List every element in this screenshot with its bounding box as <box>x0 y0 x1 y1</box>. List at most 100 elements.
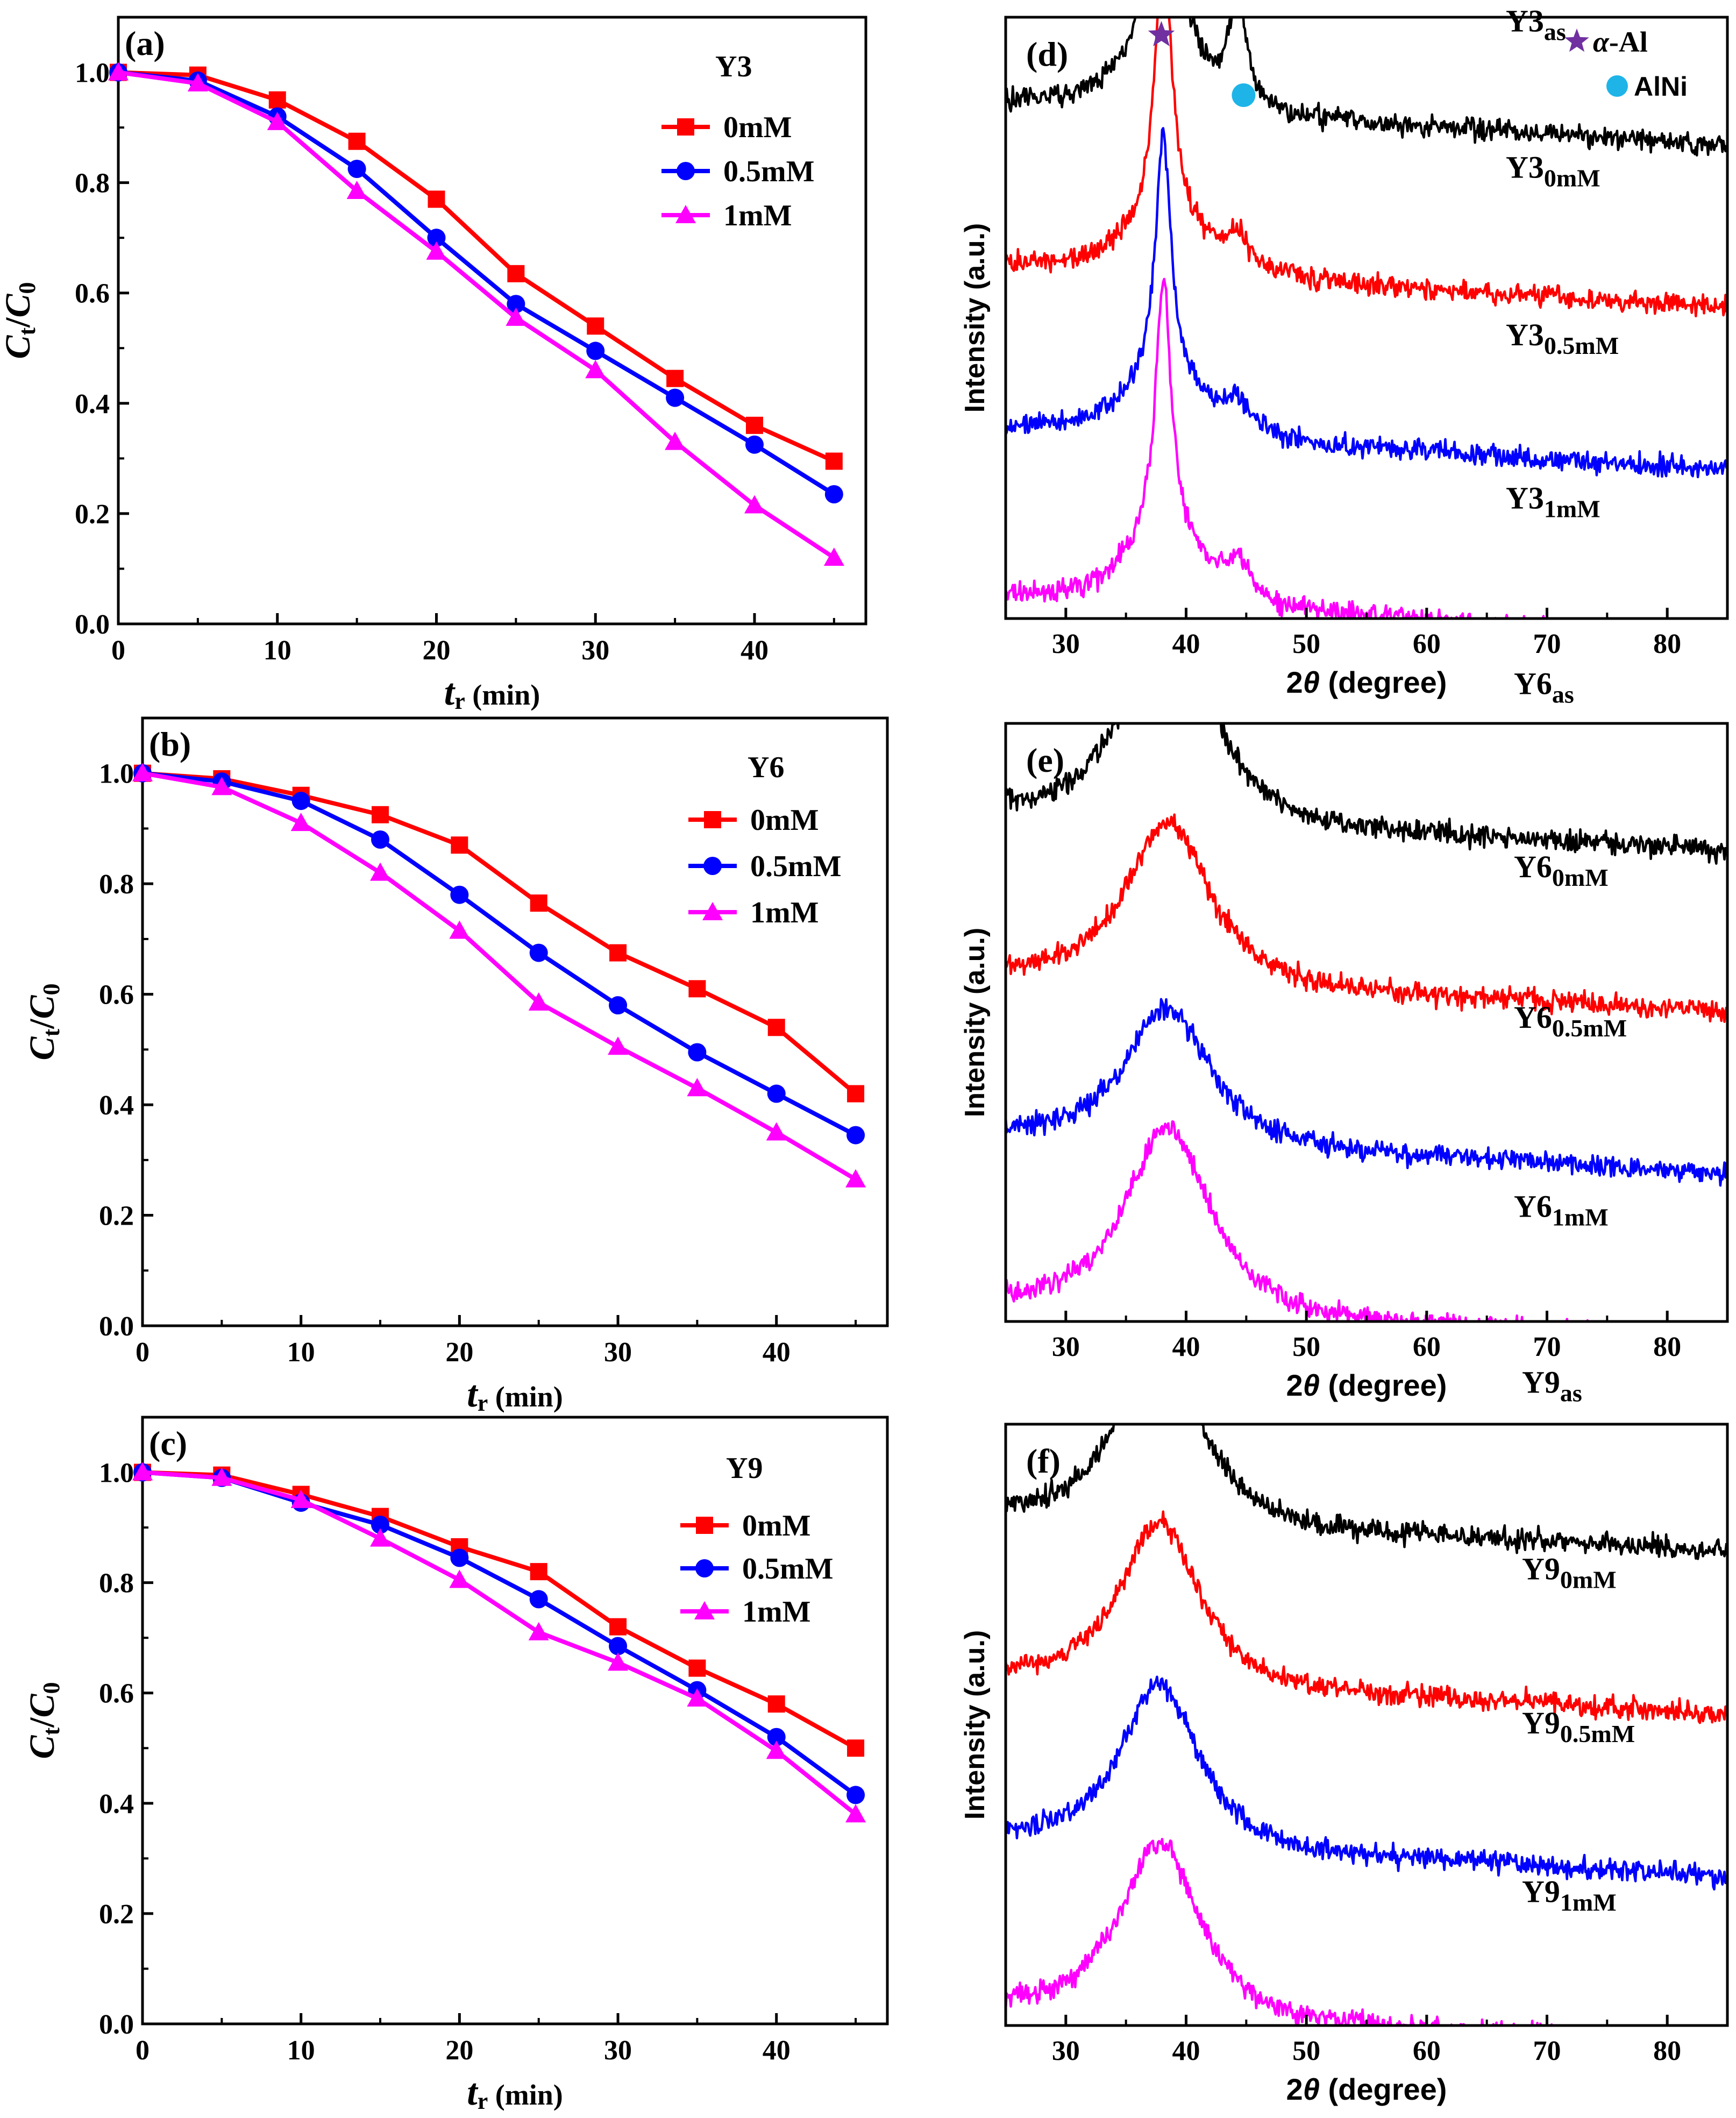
panel-c-group-label: Y9 <box>726 1452 763 1485</box>
panel-f-xtick-label: 70 <box>1533 2036 1561 2066</box>
panel-e-xlabel: 2θ (degree) <box>1286 1368 1447 1402</box>
panel-b-ytick-label: 0.0 <box>99 1311 134 1342</box>
panel-a-xtick-label: 30 <box>581 635 609 666</box>
panel-e-trace-0.5mM <box>1006 998 1727 1187</box>
panel-a-ytick-label: 0.8 <box>75 168 110 199</box>
panel-a-series-1mM <box>108 62 844 566</box>
panel-c-point-1mM <box>608 1652 629 1671</box>
panel-b-xtick-label: 40 <box>763 1337 791 1368</box>
panel-a-legend-marker-0.5mM <box>677 162 695 180</box>
panel-c-legend-label-1mM: 1mM <box>742 1595 811 1629</box>
panel-b-xtick-label: 10 <box>287 1337 315 1368</box>
panel-a-point-0.5mM <box>427 229 446 247</box>
panel-a-point-0.5mM <box>666 388 685 407</box>
panel-b-ytick-label: 0.8 <box>99 869 134 900</box>
panel-c-point-1mM <box>766 1740 787 1759</box>
panel-b-point-0.5mM <box>688 1043 707 1062</box>
panel-c-xtick-label: 20 <box>445 2035 473 2066</box>
panel-e-panel-label: (e) <box>1026 741 1064 779</box>
panel-c-xtick-label: 10 <box>287 2035 315 2066</box>
panel-b-legend-label-1mM: 1mM <box>750 896 819 929</box>
panel-b-legend-label-0mM: 0mM <box>750 804 819 837</box>
panel-a-point-0.5mM <box>507 295 525 314</box>
panel-d-trace-0.5mM <box>1006 127 1727 479</box>
panel-e-sample-label-1mM: Y61mM <box>1514 1189 1609 1231</box>
panel-f-sample-label-0.5mM: Y90.5mM <box>1522 1705 1635 1747</box>
panel-c-ytick-label: 0.8 <box>99 1568 134 1599</box>
panel-b-point-0mM <box>451 836 468 854</box>
panel-a-legend-label-0.5mM: 0.5mM <box>723 155 815 188</box>
panel-a-ytick-label: 0.0 <box>75 609 110 640</box>
panel-c-ytick-label: 0.2 <box>99 1899 134 1930</box>
panel-a-ytick-label: 0.4 <box>75 389 110 420</box>
panel-c-point-1mM <box>370 1528 391 1547</box>
panel-b-xlabel: tr (min) <box>467 1374 563 1416</box>
panel-c-series-1mM <box>132 1462 866 1823</box>
panel-b-ytick-label: 0.2 <box>99 1201 134 1232</box>
panel-c-point-0mM <box>530 1563 547 1581</box>
panel-a-line-1mM <box>118 70 836 560</box>
panel-a-point-1mM <box>585 360 606 379</box>
panel-b-point-0mM <box>847 1085 865 1103</box>
panel-f: Y9as Y90mM Y90.5mM Y91mM 30 40 50 60 70 80 2θ (deg… <box>959 1365 1729 2106</box>
panel-d-legend-alni-label: AlNi <box>1634 72 1688 102</box>
panel-b-point-0.5mM <box>291 792 310 811</box>
panel-f-xtick-label: 60 <box>1413 2036 1441 2066</box>
panel-a-point-1mM <box>665 431 686 450</box>
panel-a-point-0.5mM <box>745 435 764 454</box>
panel-c-line-1mM <box>142 1470 857 1816</box>
panel-b-series-1mM <box>132 763 866 1188</box>
panel-c-point-1mM <box>449 1569 470 1588</box>
panel-c-legend-label-0.5mM: 0.5mM <box>742 1552 834 1586</box>
panel-c-point-1mM <box>845 1804 866 1823</box>
panel-c-point-1mM <box>211 1467 232 1486</box>
panel-d-legend-alpha-al-label: α-Al <box>1593 26 1648 58</box>
panel-d-xtick-label: 80 <box>1653 629 1681 659</box>
panel-c-point-1mM <box>290 1489 311 1508</box>
panel-a-point-1mM <box>346 181 367 200</box>
panel-a-xlabel: tr (min) <box>444 672 540 714</box>
legend-alpha-al-icon <box>1564 29 1589 52</box>
panel-c-point-0.5mM <box>767 1728 786 1746</box>
panel-d-frame <box>1004 16 1729 620</box>
panel-f-sample-label-as: Y9as <box>1522 1365 1582 1407</box>
panel-b-legend-marker-0mM <box>704 811 721 828</box>
panel-e: Y6as Y60mM Y60.5mM Y61mM 30 40 50 60 70 80 2θ (deg… <box>959 666 1729 1402</box>
panel-b-point-0.5mM <box>371 830 390 849</box>
panel-d-sample-label-0mM: Y30mM <box>1506 150 1600 191</box>
panel-c-point-0mM <box>767 1695 785 1713</box>
panel-b-line-0.5mM <box>142 771 857 1138</box>
panel-d-trace-as <box>1006 17 1727 157</box>
panel-b-ytick-label: 1.0 <box>99 759 134 790</box>
panel-a-panel-label: (a) <box>125 24 165 62</box>
panel-f-xlabel: 2θ (degree) <box>1286 2072 1447 2106</box>
panel-a-legend-label-1mM: 1mM <box>723 199 792 232</box>
panel-b-legend-marker-1mM <box>702 902 723 920</box>
panel-f-trace-1mM <box>1006 1838 1586 2025</box>
panel-b-point-0.5mM <box>609 996 628 1015</box>
panel-c-legend-label-0mM: 0mM <box>742 1509 811 1543</box>
panel-a-point-0mM <box>268 91 286 109</box>
panel-c-xlabel: tr (min) <box>467 2072 563 2114</box>
panel-b-point-0mM <box>530 894 547 912</box>
panel-f-xtick-label: 50 <box>1292 2036 1320 2066</box>
panel-a-ytick-label: 0.6 <box>75 279 110 309</box>
panel-f-xtick-label: 80 <box>1653 2036 1681 2066</box>
panel-f-ylabel: Intensity (a.u.) <box>959 1630 991 1820</box>
panel-b-point-1mM <box>766 1122 787 1141</box>
panel-e-xtick-label: 30 <box>1052 1332 1080 1362</box>
panel-b-point-1mM <box>290 813 311 831</box>
panel-e-xtick-label: 60 <box>1413 1332 1441 1362</box>
panel-b-xtick-label: 20 <box>445 1337 473 1368</box>
panel-a-xtick-label: 0 <box>111 635 125 666</box>
panel-a-point-1mM <box>744 495 765 514</box>
panel-c-ytick-label: 1.0 <box>99 1458 134 1489</box>
panel-c-xtick-label: 0 <box>136 2035 150 2066</box>
alni-peak-marker-icon <box>1232 83 1256 107</box>
panel-b-line-1mM <box>142 771 857 1182</box>
panel-a-xtick-label: 10 <box>264 635 291 666</box>
panel-d-xtick-label: 30 <box>1052 629 1080 659</box>
panel-a-point-0mM <box>428 190 445 208</box>
panel-b-point-0mM <box>767 1019 785 1036</box>
panel-e-sample-label-0.5mM: Y60.5mM <box>1514 1000 1627 1042</box>
